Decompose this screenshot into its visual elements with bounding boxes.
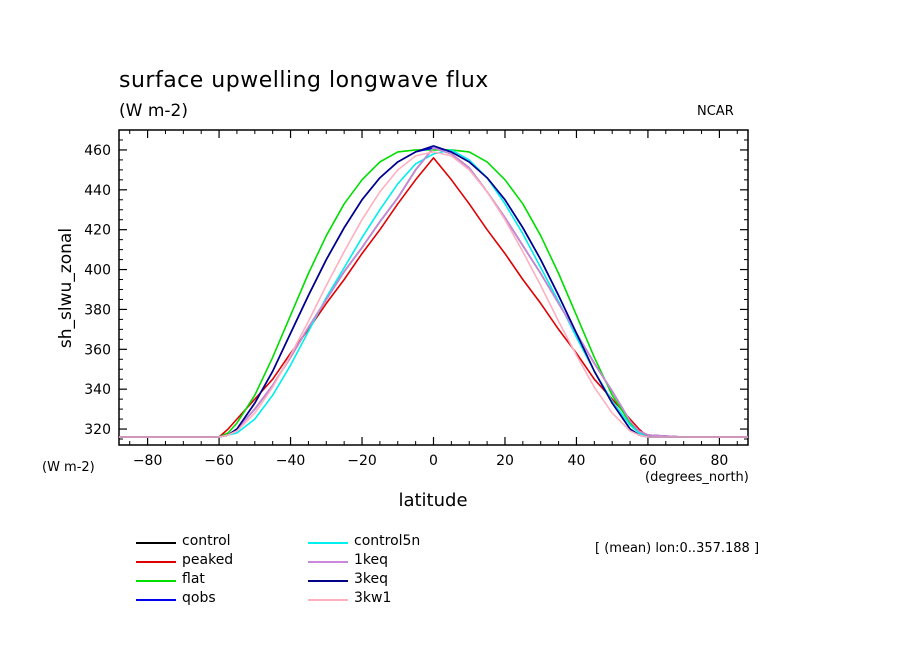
legend-swatch xyxy=(136,580,176,582)
series-line-control5n xyxy=(119,149,748,438)
series-line-flat xyxy=(119,149,748,438)
y-tick-label: 360 xyxy=(84,342,111,358)
x-tick-label: 60 xyxy=(639,453,657,469)
x-tick-label: 40 xyxy=(568,453,586,469)
credit-label: NCAR xyxy=(697,104,734,119)
y-tick-label: 420 xyxy=(84,223,111,239)
y-tick-label: 380 xyxy=(84,302,111,318)
region-note: [ (mean) lon:0..357.188 ] xyxy=(595,541,760,556)
legend-label: control5n xyxy=(354,533,421,549)
legend-label: peaked xyxy=(182,552,234,568)
series-line-3kw1 xyxy=(119,151,748,438)
legend-label: control xyxy=(182,533,231,549)
legend-label: flat xyxy=(182,571,205,587)
legend-swatch xyxy=(308,542,348,544)
x-tick-label: −60 xyxy=(204,453,234,469)
series-line-control xyxy=(119,147,748,438)
y-tick-label: 400 xyxy=(84,263,111,279)
x-tick-label: 80 xyxy=(710,453,728,469)
plot-frame xyxy=(118,129,749,446)
legend-label: qobs xyxy=(182,590,216,606)
chart-subtitle: (W m-2) xyxy=(119,101,188,121)
legend-swatch xyxy=(136,561,176,563)
series-line-peaked xyxy=(119,157,748,438)
x-tick-label: 20 xyxy=(496,453,514,469)
x-axis-label: latitude xyxy=(398,490,468,511)
legend-label: 1keq xyxy=(354,552,389,568)
legend-swatch xyxy=(308,561,348,563)
y-axis-unit: (W m-2) xyxy=(42,460,95,475)
legend-swatch xyxy=(308,580,348,582)
x-axis-unit: (degrees_north) xyxy=(645,470,749,485)
y-tick-label: 340 xyxy=(84,382,111,398)
y-tick-label: 440 xyxy=(84,183,111,199)
legend-label: 3keq xyxy=(354,571,389,587)
x-tick-label: −80 xyxy=(133,453,163,469)
series-line-qobs xyxy=(119,147,748,438)
x-tick-label: −40 xyxy=(276,453,306,469)
x-tick-label: −20 xyxy=(347,453,377,469)
x-tick-label: 0 xyxy=(429,453,438,469)
series-line-1keq xyxy=(119,147,748,438)
series-line-3keq xyxy=(119,145,748,438)
legend-label: 3kw1 xyxy=(354,590,392,606)
legend-swatch xyxy=(136,599,176,601)
legend-swatch xyxy=(308,599,348,601)
legend-swatch xyxy=(136,542,176,544)
y-tick-label: 320 xyxy=(84,422,111,438)
chart-title: surface upwelling longwave flux xyxy=(119,68,489,93)
y-tick-label: 460 xyxy=(84,143,111,159)
